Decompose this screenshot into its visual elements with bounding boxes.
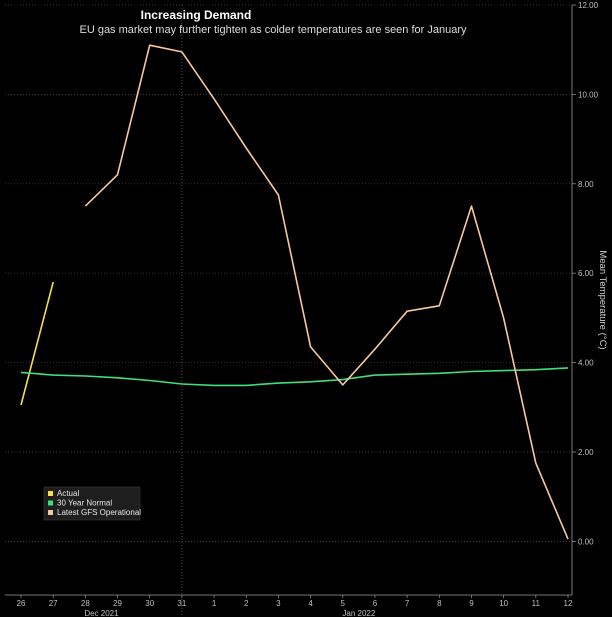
y-tick-label: 12.00 [578,1,599,10]
y-tick-label: 6.00 [578,269,594,278]
chart-subtitle: EU gas market may further tighten as col… [79,24,467,36]
legend-swatch [48,510,53,515]
month-label: Dec 2021 [84,609,119,617]
y-axis: 0.00 2.00 4.00 6.00 8.00 10.00 12.00 [572,1,599,546]
x-tick-label: 28 [81,599,90,608]
month-label: Jan 2022 [342,609,375,617]
x-tick-label: 31 [177,599,186,608]
x-tick-label: 3 [276,599,281,608]
legend-swatch [48,491,53,496]
series-actual [20,281,54,406]
y-tick-label: 8.00 [578,180,594,189]
x-tick-label: 29 [113,599,122,608]
y-tick-label: 4.00 [578,359,594,368]
series [20,44,569,540]
legend-swatch [48,500,53,506]
legend-label: Actual [57,489,79,498]
legend-label: 30 Year Normal [57,499,112,508]
x-tick-label: 9 [469,599,474,608]
x-tick-label: 12 [564,599,573,608]
month-labels: Dec 2021 Jan 2022 [84,609,376,617]
x-tick-label: 8 [437,599,442,608]
series-30-year-normal [20,367,569,387]
series-line [84,44,569,540]
x-tick-label: 30 [145,599,154,608]
x-tick-label: 27 [49,599,58,608]
x-tick-label: 5 [341,599,346,608]
x-tick-label: 10 [499,599,508,608]
x-tick-label: 26 [17,599,26,608]
x-axis: 26 27 28 29 30 31 1 2 3 4 5 6 7 8 9 10 11 12 [17,595,573,608]
y-tick-label: 2.00 [578,448,594,457]
series-line [20,367,569,387]
legend-label: Latest GFS Operational [57,508,141,517]
legend-box [43,486,141,521]
y-tick-label: 10.00 [578,90,599,99]
x-tick-label: 4 [308,599,313,608]
chart-title: Increasing Demand [141,8,252,22]
series-latest-gfs-operational [84,44,569,540]
x-tick-label: 2 [244,599,249,608]
y-axis-label: Mean Temperature (°C) [597,250,608,349]
x-tick-label: 11 [532,599,541,608]
series-line [20,281,54,406]
x-tick-label: 7 [405,599,410,608]
x-tick-label: 6 [373,599,378,608]
grid [5,4,572,542]
x-tick-label: 1 [212,599,217,608]
y-tick-label: 0.00 [578,537,594,546]
